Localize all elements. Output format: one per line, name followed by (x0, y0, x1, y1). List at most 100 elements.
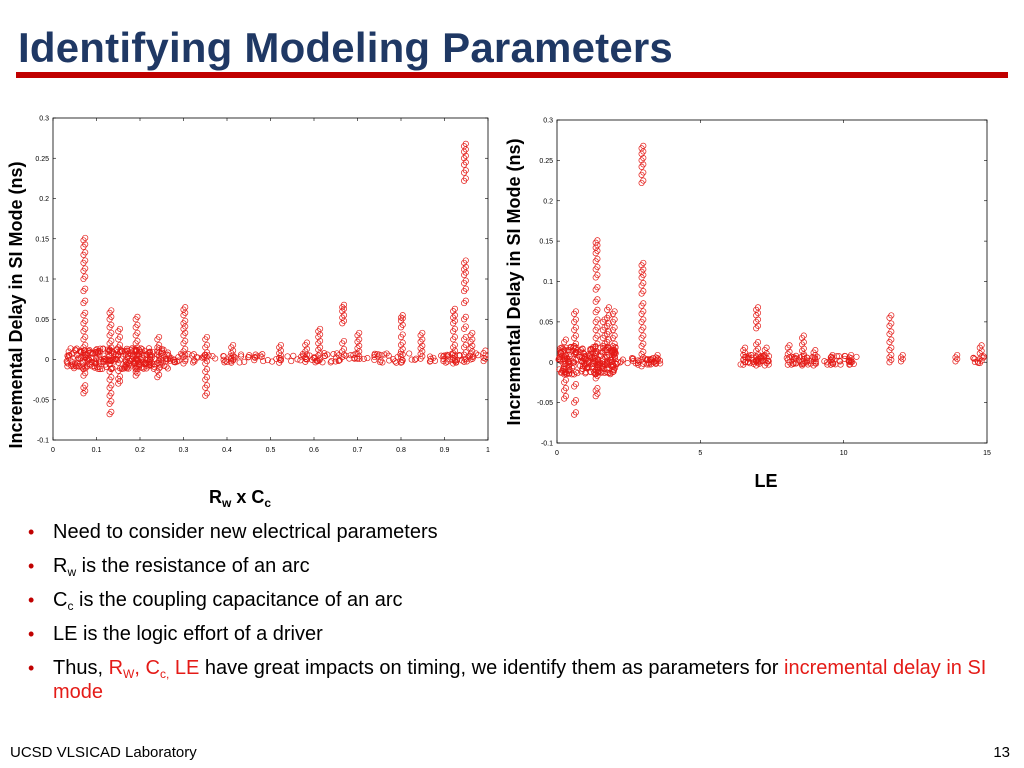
data-point (605, 320, 612, 327)
data-point (134, 370, 141, 377)
data-point (257, 352, 264, 359)
data-point (614, 359, 621, 366)
data-point (203, 382, 211, 389)
data-point (118, 355, 125, 362)
data-point (617, 359, 624, 366)
data-point (562, 385, 569, 392)
data-point (134, 329, 141, 336)
data-point (182, 337, 189, 345)
y-tick-label: 0 (549, 360, 553, 367)
data-point (172, 359, 179, 366)
y-axis-label: Incremental Delay in SI Mode (ns) (504, 138, 524, 425)
data-point (462, 297, 469, 304)
data-point (205, 352, 212, 359)
data-point (783, 354, 790, 362)
data-point (259, 351, 266, 358)
data-point (594, 255, 601, 262)
data-point (91, 364, 98, 371)
bullet-icon: • (28, 556, 35, 576)
data-point (122, 361, 129, 368)
data-point (640, 316, 647, 323)
y-tick-label: 0 (45, 357, 49, 364)
data-point (82, 357, 89, 364)
data-point (848, 351, 855, 359)
data-point (95, 358, 102, 365)
data-point (763, 350, 770, 357)
data-point (163, 355, 170, 362)
data-point (582, 361, 589, 368)
data-point (611, 324, 618, 331)
data-point (812, 347, 819, 354)
data-point (451, 347, 458, 354)
data-point (222, 357, 229, 365)
data-point (594, 284, 601, 291)
data-point (611, 316, 618, 323)
data-point (163, 355, 170, 363)
data-point (182, 323, 189, 330)
data-point (572, 332, 579, 339)
data-point (451, 358, 458, 365)
data-point (742, 349, 749, 356)
data-point (332, 358, 339, 365)
scatter-chart-rw-cc: 0 0.1 0.2 0.3 0.4 0.5 0.6 0.7 0.8 0.9 1 -0.1 -0.05 0 0… (6, 116, 490, 511)
data-point (252, 351, 259, 358)
data-point (793, 360, 800, 367)
data-point (462, 175, 469, 182)
data-point (607, 371, 614, 378)
data-point (303, 351, 311, 358)
data-point (426, 353, 434, 360)
data-point (978, 353, 985, 360)
data-point (611, 353, 618, 360)
data-point (644, 361, 651, 368)
data-point (566, 367, 573, 374)
data-point (251, 357, 258, 364)
data-point (654, 351, 661, 359)
data-point (748, 354, 755, 361)
data-point (175, 357, 182, 364)
data-point (572, 381, 579, 388)
y-tick-label: 0.25 (35, 156, 49, 163)
data-point (430, 354, 437, 361)
data-point (612, 364, 619, 371)
data-point (462, 277, 469, 284)
x-tick-label: 10 (840, 450, 848, 457)
data-point (611, 332, 618, 339)
data-point (108, 337, 115, 345)
data-point (654, 358, 661, 365)
data-point (156, 357, 163, 364)
data-point (140, 365, 147, 372)
data-point (82, 387, 89, 394)
data-point (888, 328, 895, 335)
data-point (629, 356, 636, 363)
title-divider (16, 72, 1008, 78)
data-point (82, 325, 89, 332)
data-point (148, 354, 155, 361)
data-point (340, 351, 348, 358)
data-point (572, 368, 579, 375)
data-point (148, 352, 155, 359)
data-point (640, 154, 647, 162)
data-point (116, 333, 124, 341)
data-point (585, 351, 592, 358)
data-point (108, 313, 115, 320)
data-point (82, 309, 89, 316)
x-tick-label: 0.6 (309, 447, 319, 454)
data-point (379, 359, 386, 366)
data-point (264, 357, 271, 364)
data-point (462, 341, 469, 349)
data-point (469, 354, 476, 361)
data-point (220, 352, 227, 360)
data-point (853, 353, 860, 360)
data-point (562, 352, 569, 359)
data-point (100, 352, 107, 359)
x-tick-label: 0.7 (353, 447, 363, 454)
data-point (151, 361, 158, 368)
data-point (888, 320, 895, 327)
data-point (611, 308, 618, 315)
data-point (356, 336, 363, 343)
data-point (605, 336, 612, 343)
data-point (640, 340, 647, 347)
data-point (594, 332, 601, 339)
data-point (557, 348, 564, 356)
data-point (594, 390, 601, 397)
